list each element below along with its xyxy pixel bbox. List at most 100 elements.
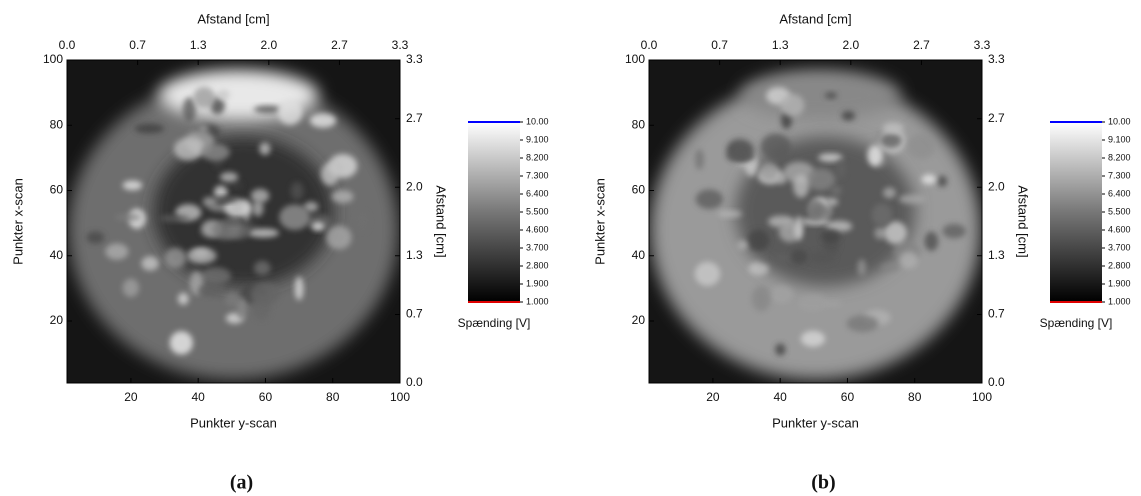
colorbar-tick-label: 4.600: [526, 224, 549, 234]
blob: [790, 249, 808, 264]
colorbar-tick-label: 1.000: [526, 296, 549, 306]
blob: [173, 137, 204, 161]
y-tick-label: 100: [625, 52, 645, 66]
blob: [229, 181, 244, 189]
blob: [806, 199, 825, 221]
blob: [159, 214, 190, 222]
x-label: Punkter y-scan: [190, 415, 277, 430]
blob: [309, 113, 337, 128]
blob: [250, 188, 270, 203]
blob: [122, 180, 143, 191]
blob: [880, 263, 900, 272]
x2-tick-label: 0.7: [711, 38, 728, 52]
blob: [775, 343, 786, 356]
colorbar: [1050, 122, 1102, 302]
blob: [253, 260, 271, 276]
blob: [857, 259, 866, 276]
blob: [214, 196, 238, 203]
blob: [717, 210, 743, 218]
blob: [200, 267, 232, 285]
y2-tick-label: 0.0: [406, 375, 423, 389]
x2-tick-label: 0.0: [59, 38, 76, 52]
blob: [794, 216, 804, 241]
y-tick-label: 100: [43, 52, 63, 66]
x2-label: Afstand [cm]: [197, 11, 269, 26]
colorbar-tick-label: 1.900: [1108, 278, 1131, 288]
y-tick-label: 20: [632, 313, 646, 327]
blob: [751, 285, 771, 312]
x2-tick-label: 2.0: [260, 38, 277, 52]
blob: [224, 218, 243, 225]
colorbar-tick-label: 1.000: [1108, 296, 1131, 306]
y-tick-label: 60: [50, 183, 64, 197]
blob: [821, 229, 841, 243]
colorbar-tick-label: 5.500: [1108, 206, 1131, 216]
blob: [182, 97, 196, 123]
x-tick-label: 20: [706, 390, 720, 404]
blob: [290, 181, 304, 201]
blob: [122, 278, 140, 298]
blob: [134, 123, 165, 134]
blob: [800, 330, 826, 347]
blob: [836, 159, 846, 179]
blob: [236, 298, 247, 320]
blob: [695, 189, 724, 210]
y-tick-label: 80: [632, 117, 646, 131]
y-tick-label: 20: [50, 313, 64, 327]
colorbar-tick-label: 5.500: [526, 206, 549, 216]
y2-tick-label: 0.7: [406, 307, 423, 321]
y2-tick-label: 0.0: [988, 375, 1005, 389]
blob: [924, 231, 939, 251]
blob: [823, 300, 843, 307]
blob: [311, 221, 325, 231]
blob: [224, 198, 252, 218]
y-tick-label: 40: [50, 248, 64, 262]
blob: [748, 261, 769, 276]
x2-tick-label: 0.7: [129, 38, 146, 52]
blob: [277, 99, 303, 125]
x-tick-label: 40: [192, 390, 206, 404]
x-label: Punkter y-scan: [772, 415, 859, 430]
blob: [213, 185, 228, 199]
blob: [797, 294, 829, 312]
y-tick-label: 80: [50, 117, 64, 131]
y-label: Punkter x-scan: [10, 178, 25, 265]
blob: [883, 187, 896, 199]
x-tick-label: 100: [390, 390, 410, 404]
blob: [253, 105, 282, 114]
blob: [217, 89, 230, 101]
blob: [177, 292, 189, 305]
x2-tick-label: 2.0: [842, 38, 859, 52]
colorbar-tick-label: 1.900: [526, 278, 549, 288]
x2-tick-label: 0.0: [641, 38, 658, 52]
colorbar-tick-label: 2.800: [526, 260, 549, 270]
y-label: Punkter x-scan: [592, 178, 607, 265]
x-tick-label: 60: [259, 390, 273, 404]
blob: [846, 315, 879, 333]
colorbar: [468, 122, 520, 302]
blob: [726, 151, 756, 162]
colorbar-tick-label: 7.300: [526, 170, 549, 180]
blob: [86, 231, 105, 244]
blob: [942, 223, 966, 239]
blob: [695, 149, 704, 170]
y2-tick-label: 2.0: [406, 179, 423, 193]
colorbar-label: Spænding [V]: [1040, 316, 1113, 330]
scan-image: [649, 60, 982, 383]
x-tick-label: 80: [326, 390, 340, 404]
blob: [250, 282, 280, 306]
blob: [880, 132, 902, 149]
blob: [740, 70, 901, 120]
blob: [105, 243, 129, 260]
colorbar-label: Spænding [V]: [458, 316, 531, 330]
blob: [303, 201, 319, 213]
y2-tick-label: 2.7: [406, 111, 423, 125]
blob: [326, 225, 352, 250]
colorbar-tick-label: 9.100: [1108, 134, 1131, 144]
blob: [197, 284, 224, 297]
blob: [841, 110, 856, 121]
x2-tick-label: 2.7: [331, 38, 348, 52]
colorbar-tick-label: 6.400: [526, 188, 549, 198]
blob: [193, 86, 216, 109]
